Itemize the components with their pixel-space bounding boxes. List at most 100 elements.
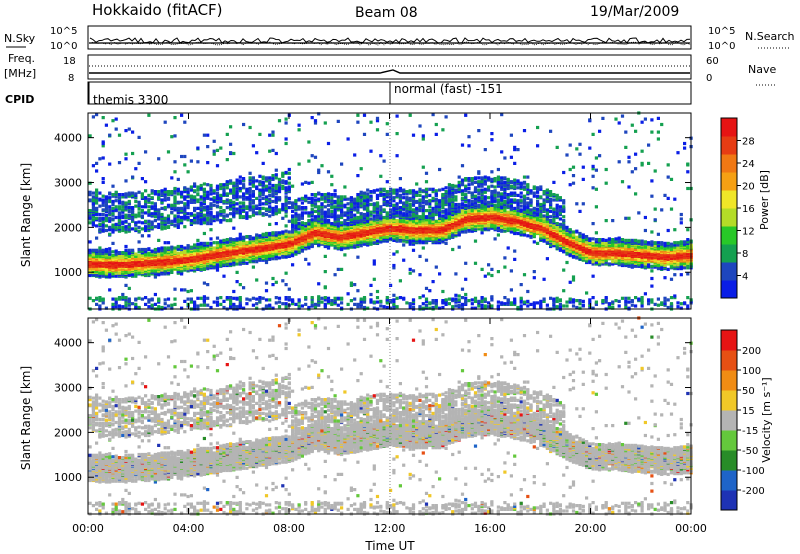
power-cell [186, 194, 190, 198]
power-cell [114, 117, 118, 121]
power-cell [304, 211, 308, 215]
power-cell [229, 125, 233, 129]
power-cell [287, 185, 291, 189]
power-cell [229, 142, 233, 146]
power-cell [173, 214, 177, 218]
power-cell [242, 286, 246, 290]
power-cell [398, 219, 402, 223]
power-cell [418, 305, 422, 309]
power-cell [166, 203, 171, 207]
power-cell [248, 176, 252, 180]
power-cell [134, 302, 138, 306]
power-cell [232, 183, 236, 188]
power-cell [147, 224, 151, 228]
power-cell [98, 157, 102, 161]
power-cell [291, 201, 295, 205]
power-cell [176, 244, 180, 249]
power-cell [379, 208, 383, 212]
power-cell [405, 203, 409, 207]
power-cell [232, 194, 236, 198]
power-cell [245, 187, 249, 191]
power-cell [111, 241, 115, 245]
power-cell [104, 306, 108, 310]
power-cell [268, 176, 272, 180]
power-cell [297, 231, 301, 235]
power-cell [137, 240, 141, 244]
power-cell [199, 183, 203, 188]
power-cell [235, 197, 239, 201]
power-cell [336, 119, 340, 123]
power-cell [114, 249, 118, 253]
power-cell [408, 189, 412, 193]
power-cell [310, 207, 314, 211]
power-cell [131, 210, 135, 214]
power-cell [209, 305, 213, 310]
power-cell [232, 226, 236, 230]
power-cell [114, 208, 118, 212]
power-cell [150, 306, 154, 310]
power-cell [408, 267, 412, 271]
power-cell [163, 298, 167, 302]
power-cell [173, 249, 177, 253]
power-cell [385, 211, 389, 215]
power-cell [222, 189, 226, 193]
power-cell [202, 193, 206, 197]
power-cell [206, 216, 210, 220]
power-cell [281, 206, 285, 210]
power-cell [157, 249, 161, 253]
power-cell [180, 267, 184, 271]
power-cell [91, 248, 95, 252]
power-cell [297, 222, 301, 226]
power-cell [251, 193, 255, 197]
power-cell [206, 296, 210, 300]
power-cell [186, 215, 190, 220]
power-cell [415, 182, 419, 186]
power-cell [157, 297, 161, 301]
power-cell [183, 195, 187, 199]
power-cell [379, 154, 383, 158]
power-cell [238, 296, 242, 300]
power-cell [235, 296, 239, 300]
power-cell [117, 296, 122, 300]
power-cell [287, 296, 291, 300]
power-cell [375, 128, 380, 132]
power-cell [176, 225, 180, 229]
power-cell [353, 216, 357, 220]
power-cell [180, 288, 184, 292]
power-cell [111, 217, 115, 221]
power-cell [209, 186, 213, 190]
power-cell [395, 250, 399, 254]
power-cell [287, 167, 291, 172]
power-cell [222, 305, 226, 310]
power-cell [261, 196, 265, 200]
power-cell [294, 250, 298, 254]
power-cell [411, 214, 416, 218]
power-cell [127, 297, 131, 301]
power-cell [117, 205, 122, 209]
power-cell [202, 133, 206, 137]
power-cell [284, 214, 288, 218]
freq-label: Freq. [8, 52, 35, 65]
power-cell [392, 263, 396, 268]
power-cell [300, 304, 304, 308]
power-cell [229, 199, 233, 203]
power-cell [144, 189, 148, 193]
power-cell [173, 186, 177, 191]
power-cell [104, 219, 108, 223]
power-cell [356, 215, 360, 220]
power-cell [166, 217, 171, 221]
power-cell [323, 210, 327, 214]
power-cell [307, 262, 311, 266]
power-cell [248, 259, 252, 263]
power-cell [170, 219, 174, 223]
power-cell [392, 188, 396, 192]
power-cell [333, 296, 337, 300]
power-cell [271, 183, 275, 188]
power-cell [229, 237, 233, 241]
power-cell [157, 305, 161, 309]
power-cell [196, 198, 200, 202]
power-cell [193, 218, 197, 222]
power-cell [232, 209, 236, 213]
power-cell [415, 206, 419, 210]
power-cell [258, 192, 262, 196]
